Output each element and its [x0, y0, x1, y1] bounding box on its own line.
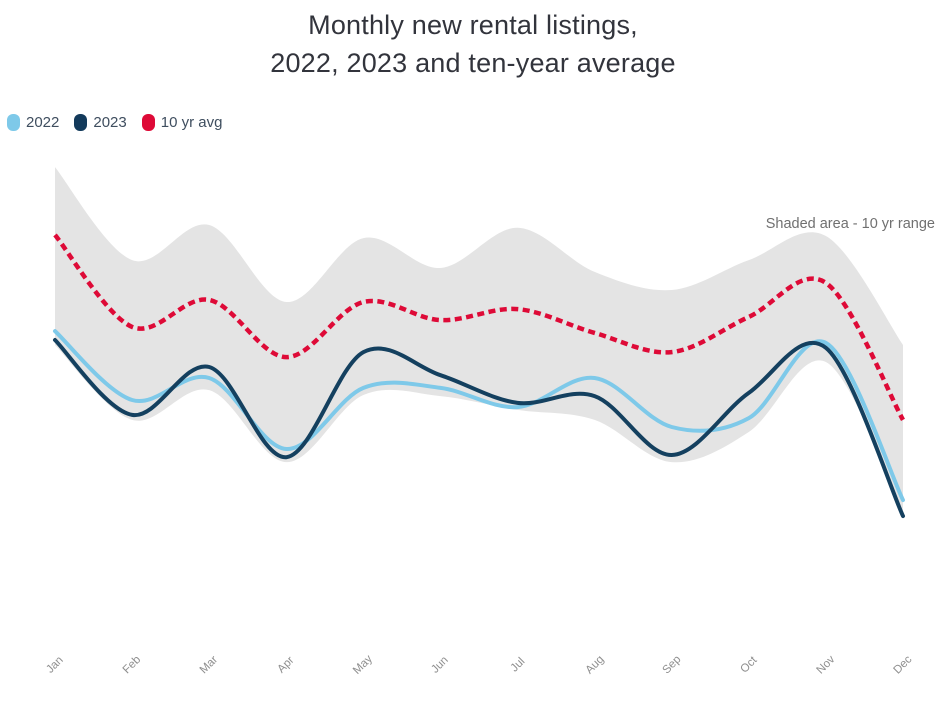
chart-title: Monthly new rental listings, 2022, 2023 …	[0, 6, 946, 82]
series-2022-line	[53, 329, 905, 503]
legend-swatch-icon	[141, 114, 155, 131]
legend-swatch-icon	[74, 114, 88, 131]
legend-label: 10 yr avg	[160, 114, 223, 131]
legend-swatch-icon	[7, 114, 20, 131]
shaded-area-annotation: Shaded area - 10 yr range	[765, 216, 935, 232]
legend-label: 2022	[26, 114, 60, 131]
chart-title-line1: Monthly new rental listings,	[308, 10, 638, 40]
legend-item-10-yr-avg: 10 yr avg	[141, 114, 223, 131]
ten-year-range-band	[55, 167, 903, 511]
series-10yr-avg-line	[53, 233, 905, 422]
series-2023-line	[53, 338, 905, 519]
chart-legend: 2022 2023 10 yr avg	[7, 114, 222, 131]
legend-item-2023: 2023	[74, 114, 127, 131]
chart-title-line2: 2022, 2023 and ten-year average	[270, 48, 676, 78]
legend-label: 2023	[93, 114, 127, 131]
legend-item-2022: 2022	[7, 114, 59, 131]
